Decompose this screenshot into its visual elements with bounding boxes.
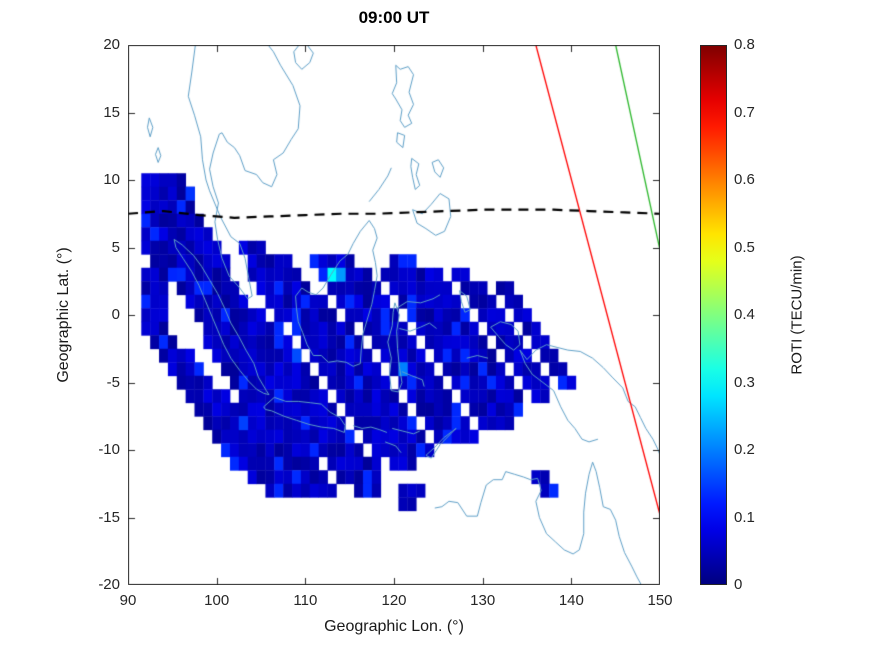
colorbar-tick-label: 0.2	[734, 441, 755, 458]
colorbar-tick-label: 0.1	[734, 508, 755, 526]
colorbar-label: ROTI (TECU/min)	[788, 255, 806, 375]
x-axis-label: Geographic Lon. (°)	[324, 618, 464, 635]
y-tick-label: 10	[103, 171, 120, 188]
colorbar-tick-label: 0.8	[734, 36, 755, 53]
x-tick-label: 90	[119, 592, 137, 609]
x-tick-label: 110	[293, 592, 318, 609]
y-tick-label: -20	[98, 576, 120, 593]
y-tick-label: -5	[106, 373, 120, 391]
y-tick-label: 20	[103, 36, 120, 53]
y-tick-label: 0	[111, 306, 120, 323]
map-plot-area	[128, 45, 660, 585]
x-tick-label: 120	[381, 592, 407, 609]
colorbar-tick-label: 0.4	[734, 306, 755, 323]
y-tick-label: -10	[98, 441, 120, 458]
x-tick-label: 140	[558, 592, 584, 609]
x-tick-label: 150	[647, 592, 673, 609]
colorbar	[700, 45, 727, 585]
colorbar-tick-label: 0.7	[734, 103, 755, 121]
y-tick-label: -15	[98, 508, 120, 526]
x-tick-label: 100	[204, 592, 230, 609]
colorbar-tick-label: 0.6	[734, 171, 755, 188]
y-tick-label: 15	[103, 103, 120, 121]
y-axis-label: Geographic Lat. (°)	[55, 247, 72, 383]
chart-title: 09:00 UT	[358, 8, 430, 27]
y-tick-label: 5	[111, 238, 120, 256]
colorbar-tick-label: 0.3	[734, 373, 755, 391]
colorbar-tick-label: 0	[734, 576, 743, 593]
colorbar-tick-label: 0.5	[734, 238, 755, 256]
x-tick-label: 130	[470, 592, 496, 609]
